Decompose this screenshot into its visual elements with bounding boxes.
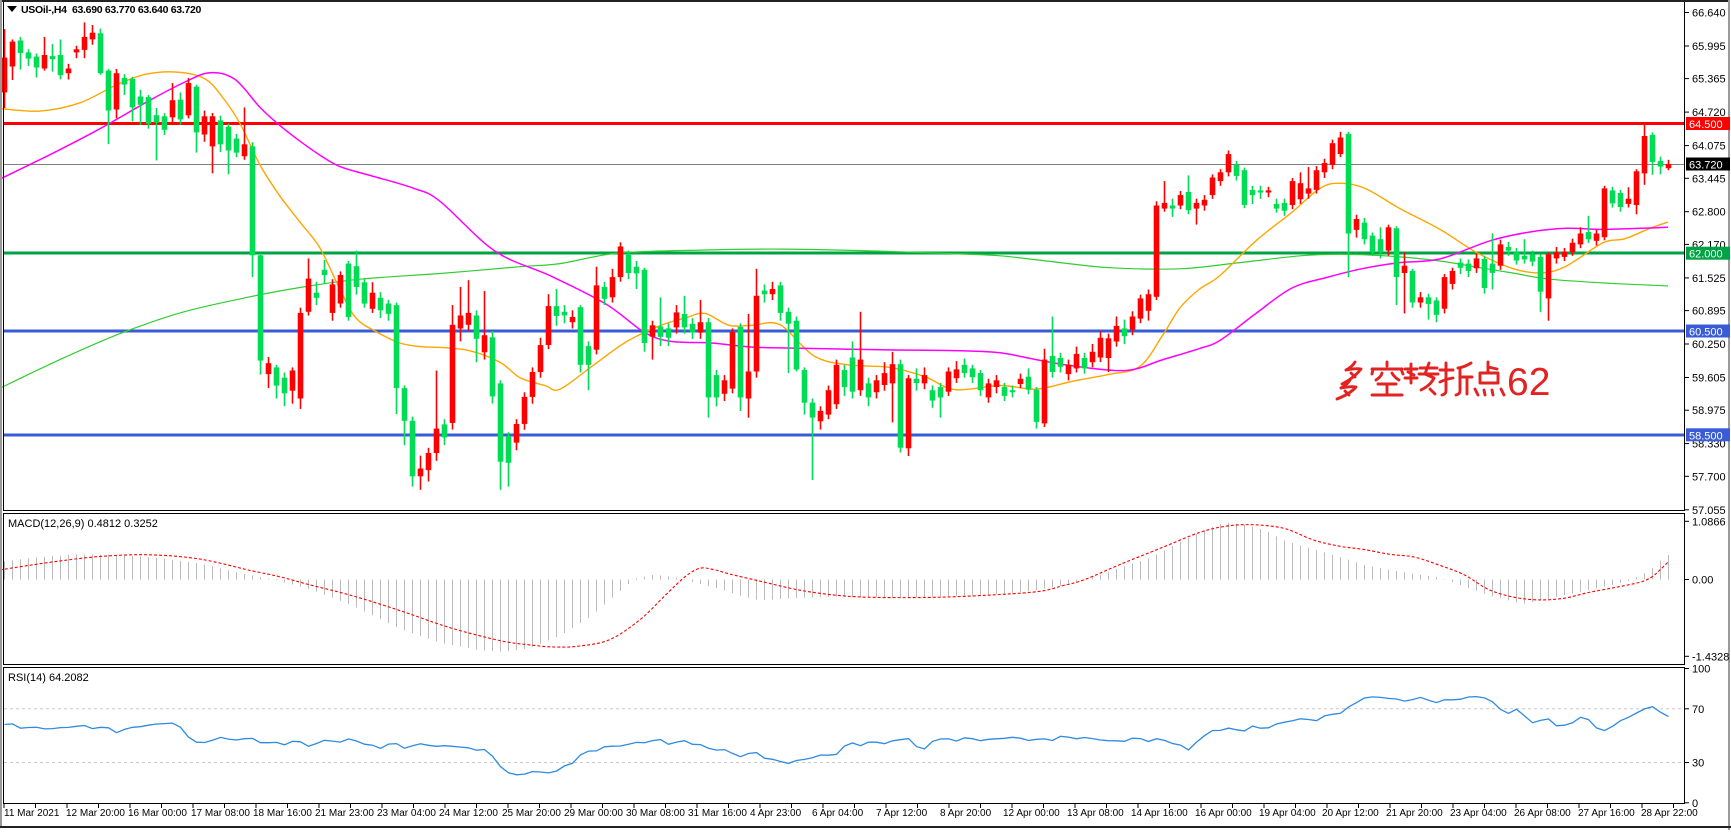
svg-text:62.000: 62.000 <box>1689 249 1723 261</box>
svg-text:65.365: 65.365 <box>1692 74 1726 86</box>
svg-text:63.445: 63.445 <box>1692 173 1726 185</box>
svg-text:20 Apr 12:00: 20 Apr 12:00 <box>1322 808 1379 819</box>
svg-text:57.055: 57.055 <box>1692 505 1726 517</box>
svg-text:24 Mar 12:00: 24 Mar 12:00 <box>439 808 498 819</box>
svg-text:-1.4328: -1.4328 <box>1692 651 1729 663</box>
svg-text:17 Mar 08:00: 17 Mar 08:00 <box>191 808 250 819</box>
svg-text:63.720: 63.720 <box>1689 160 1723 172</box>
svg-text:0: 0 <box>1692 798 1698 810</box>
svg-text:62: 62 <box>1507 361 1550 404</box>
svg-text:64.075: 64.075 <box>1692 141 1726 153</box>
svg-text:19 Apr 04:00: 19 Apr 04:00 <box>1259 808 1316 819</box>
svg-text:58.330: 58.330 <box>1692 439 1726 451</box>
svg-text:18 Mar 16:00: 18 Mar 16:00 <box>253 808 312 819</box>
svg-text:26 Apr 08:00: 26 Apr 08:00 <box>1514 808 1571 819</box>
svg-text:MACD(12,26,9) 0.4812 0.3252: MACD(12,26,9) 0.4812 0.3252 <box>8 518 158 530</box>
svg-text:1.0866: 1.0866 <box>1692 516 1726 528</box>
svg-text:57.700: 57.700 <box>1692 471 1726 483</box>
svg-text:28 Apr 22:00: 28 Apr 22:00 <box>1641 808 1698 819</box>
svg-text:100: 100 <box>1692 664 1710 676</box>
svg-text:6 Apr 04:00: 6 Apr 04:00 <box>812 808 864 819</box>
svg-text:60.895: 60.895 <box>1692 306 1726 318</box>
svg-text:21 Apr 20:00: 21 Apr 20:00 <box>1386 808 1443 819</box>
svg-text:14 Apr 16:00: 14 Apr 16:00 <box>1131 808 1188 819</box>
svg-text:23 Mar 04:00: 23 Mar 04:00 <box>377 808 436 819</box>
svg-text:0.00: 0.00 <box>1692 575 1713 587</box>
svg-text:29 Mar 00:00: 29 Mar 00:00 <box>564 808 623 819</box>
svg-text:RSI(14) 64.2082: RSI(14) 64.2082 <box>8 672 89 684</box>
svg-text:62.800: 62.800 <box>1692 207 1726 219</box>
svg-text:70: 70 <box>1692 704 1704 716</box>
svg-text:8 Apr 20:00: 8 Apr 20:00 <box>940 808 992 819</box>
svg-text:60.500: 60.500 <box>1689 327 1723 339</box>
svg-text:USOil-,H4 63.690 63.770 63.64: USOil-,H4 63.690 63.770 63.640 63.720 <box>21 4 202 16</box>
svg-text:21 Mar 23:00: 21 Mar 23:00 <box>315 808 374 819</box>
svg-text:12 Mar 20:00: 12 Mar 20:00 <box>66 808 125 819</box>
svg-text:13 Apr 08:00: 13 Apr 08:00 <box>1067 808 1124 819</box>
svg-text:30 Mar 08:00: 30 Mar 08:00 <box>626 808 685 819</box>
svg-text:59.605: 59.605 <box>1692 373 1726 385</box>
svg-text:16 Mar 00:00: 16 Mar 00:00 <box>128 808 187 819</box>
svg-text:58.500: 58.500 <box>1689 430 1723 442</box>
svg-text:23 Apr 04:00: 23 Apr 04:00 <box>1450 808 1507 819</box>
svg-text:31 Mar 16:00: 31 Mar 16:00 <box>688 808 747 819</box>
svg-text:4 Apr 23:00: 4 Apr 23:00 <box>750 808 802 819</box>
svg-text:7 Apr 12:00: 7 Apr 12:00 <box>876 808 928 819</box>
svg-text:11 Mar 2021: 11 Mar 2021 <box>4 808 60 819</box>
svg-text:64.500: 64.500 <box>1689 119 1723 131</box>
svg-text:65.995: 65.995 <box>1692 41 1726 53</box>
svg-text:12 Apr 00:00: 12 Apr 00:00 <box>1003 808 1060 819</box>
svg-text:60.250: 60.250 <box>1692 339 1726 351</box>
svg-text:66.640: 66.640 <box>1692 8 1726 20</box>
svg-text:30: 30 <box>1692 758 1704 770</box>
svg-text:58.975: 58.975 <box>1692 405 1726 417</box>
svg-text:64.720: 64.720 <box>1692 107 1726 119</box>
svg-text:25 Mar 20:00: 25 Mar 20:00 <box>502 808 561 819</box>
svg-text:16 Apr 00:00: 16 Apr 00:00 <box>1195 808 1252 819</box>
svg-text:61.525: 61.525 <box>1692 273 1726 285</box>
svg-text:27 Apr 16:00: 27 Apr 16:00 <box>1578 808 1635 819</box>
